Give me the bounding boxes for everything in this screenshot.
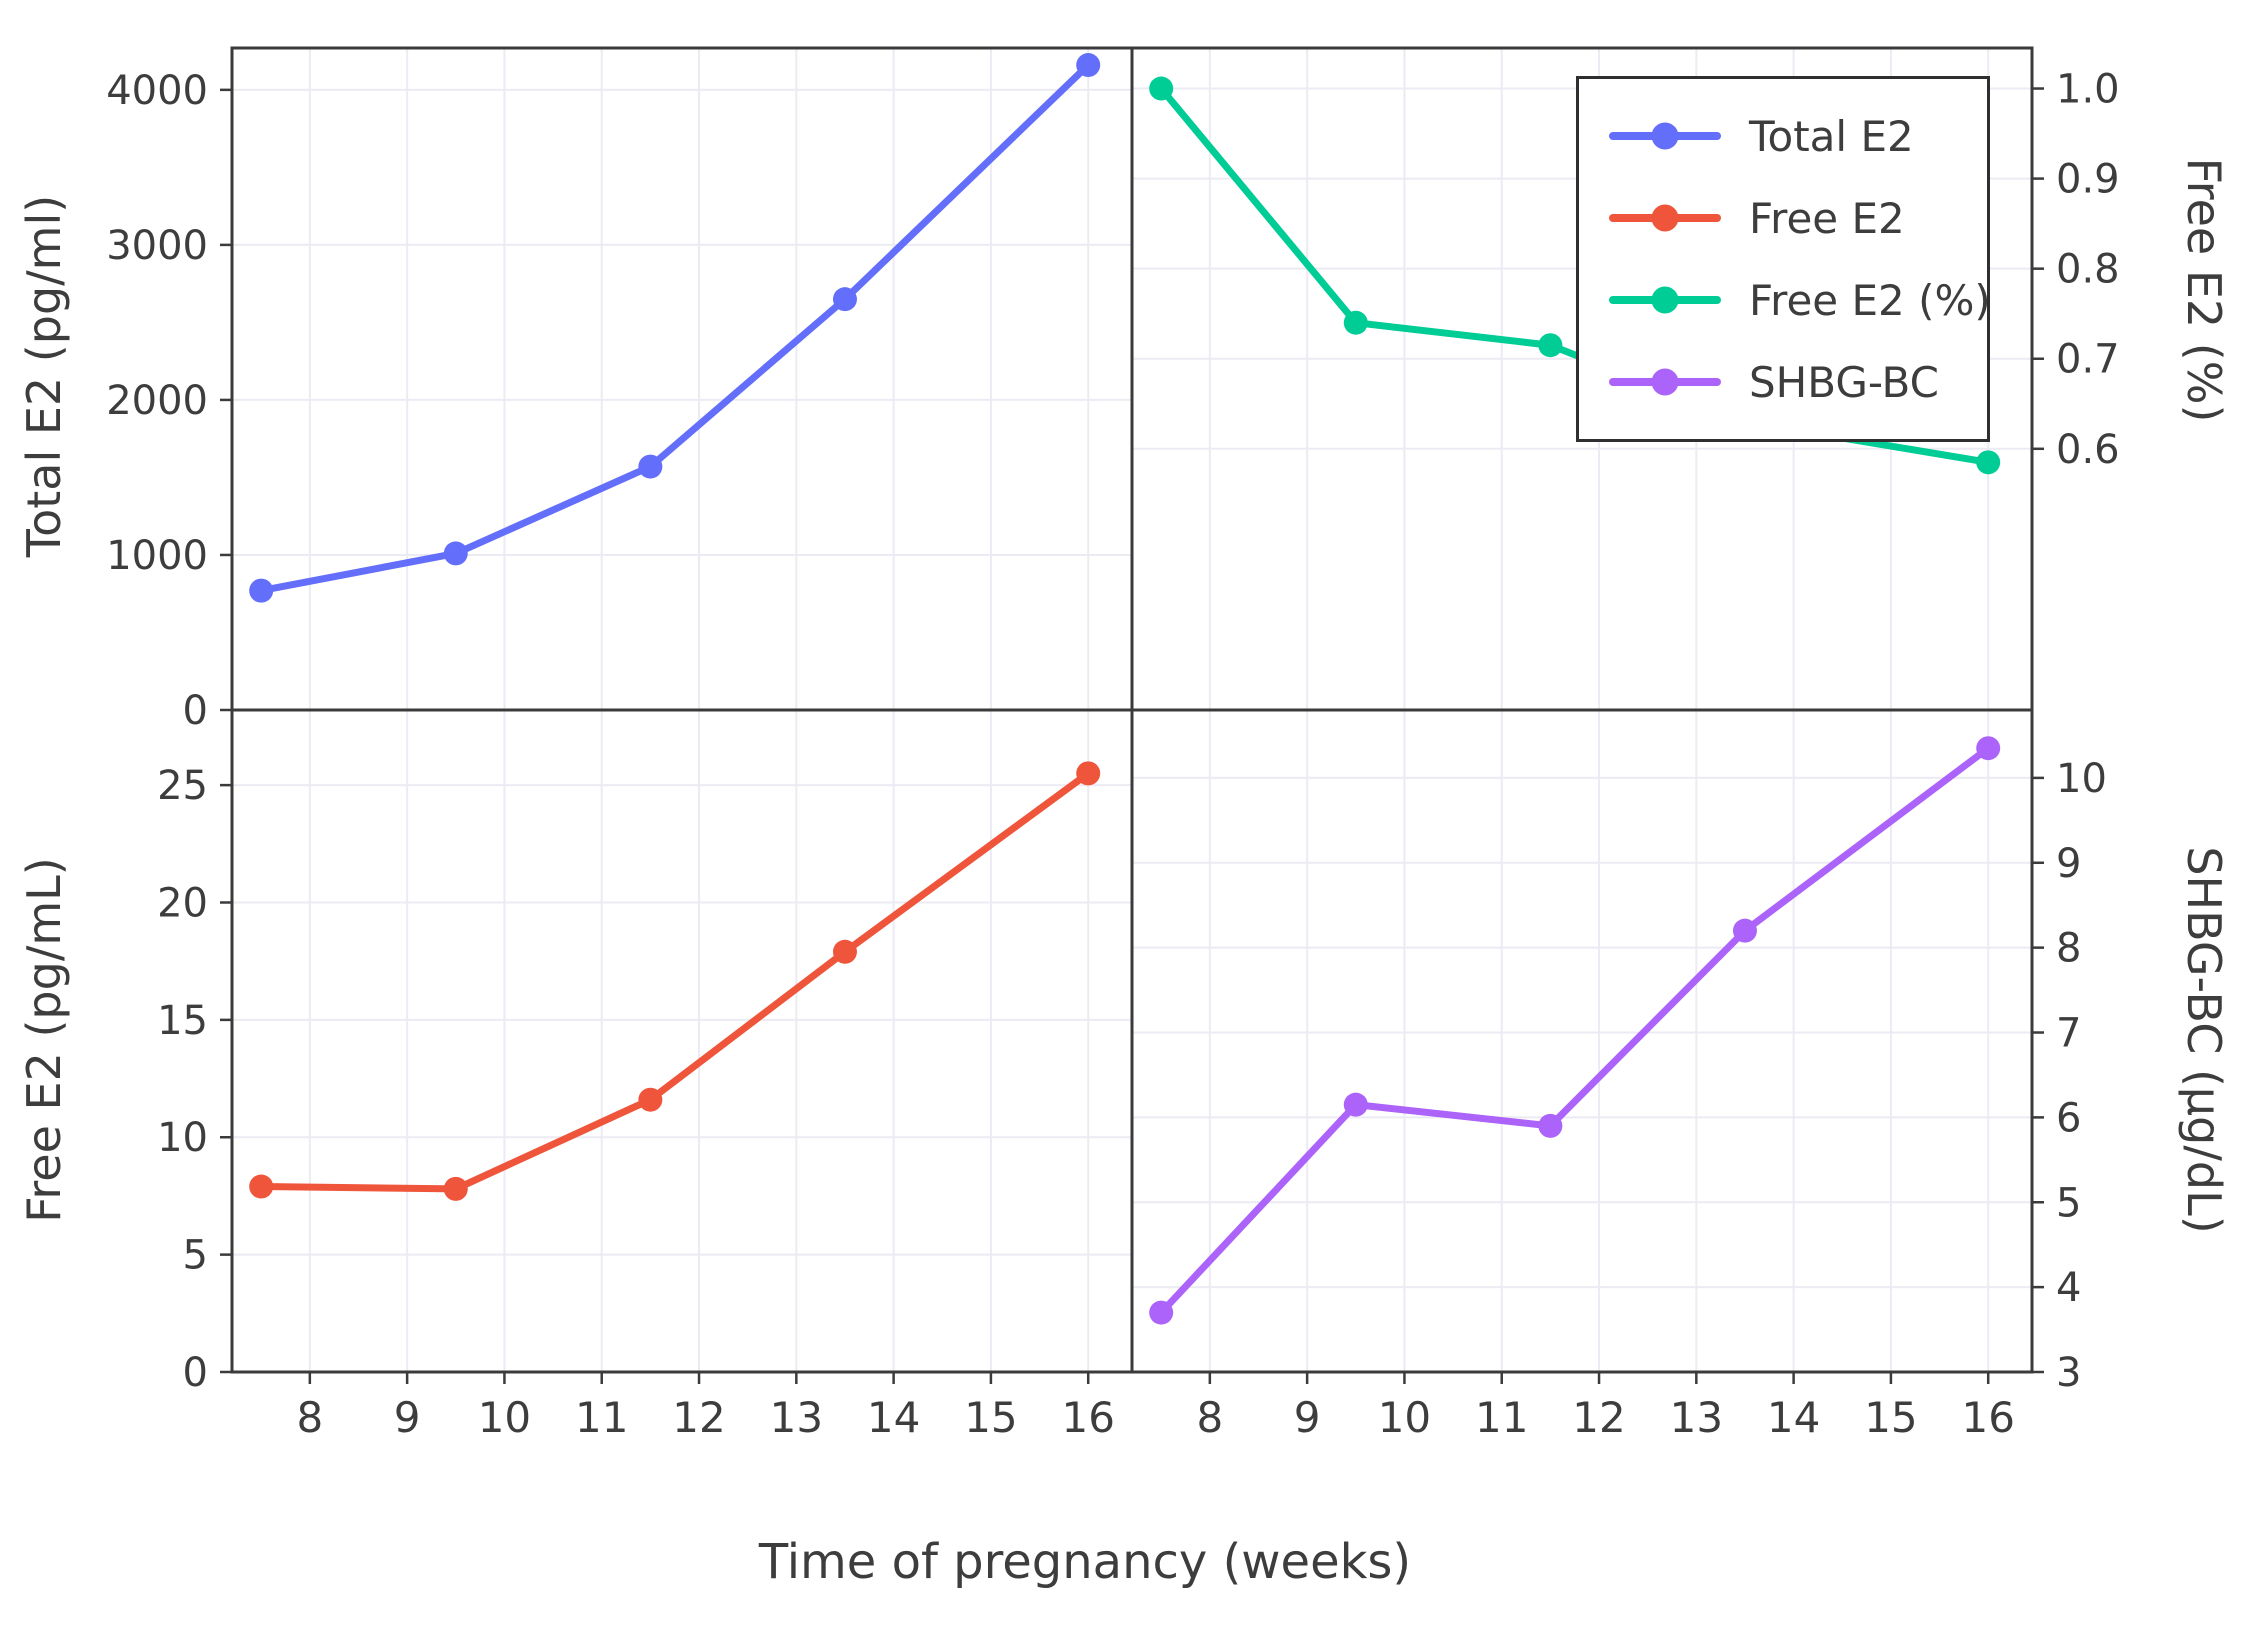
x-tick-label: 14	[867, 1393, 920, 1442]
data-point-free-e2	[1343, 310, 1368, 335]
legend-item-total-e2: Total E2	[1579, 95, 1987, 177]
x-tick-label: 15	[964, 1393, 1017, 1442]
legend-label-free-e2-percent: Free E2 (%)	[1749, 275, 1991, 325]
data-point-shbg-bc	[1976, 736, 2001, 761]
y-tick-label: 2000	[106, 378, 208, 424]
y-tick-label: 3	[2056, 1350, 2081, 1396]
data-point-shbg-bc	[1538, 1113, 1563, 1138]
x-tick-label: 12	[1572, 1393, 1625, 1442]
data-point-free-e2	[638, 1087, 663, 1112]
data-point-free-e2	[832, 939, 857, 964]
y-tick-label: 5	[2056, 1180, 2081, 1226]
y-tick-label: 1.0	[2056, 67, 2120, 113]
legend-line-marker-free-e2	[1609, 204, 1721, 232]
x-tick-label: 14	[1767, 1393, 1820, 1442]
data-point-shbg-bc	[1149, 1300, 1174, 1325]
y-tick-label: 0	[183, 688, 208, 734]
y-tick-label: 0.9	[2056, 157, 2120, 203]
y-tick-label: 25	[157, 763, 208, 809]
data-point-free-e2	[1538, 333, 1563, 358]
x-tick-label: 13	[770, 1393, 823, 1442]
data-point-free-e2	[443, 1176, 468, 1201]
x-tick-label: 11	[1475, 1393, 1528, 1442]
y-tick-label: 6	[2056, 1095, 2081, 1141]
data-point-shbg-bc	[1732, 918, 1757, 943]
x-tick-label: 8	[296, 1393, 323, 1442]
y-tick-label: 4000	[106, 68, 208, 114]
y-tick-label: 0	[183, 1350, 208, 1396]
x-tick-label: 8	[1196, 1393, 1223, 1442]
legend-line-marker-shbg-bc	[1609, 368, 1721, 396]
y-tick-label: 20	[157, 880, 208, 926]
y-tick-label: 9	[2056, 841, 2081, 887]
y-tick-label: 0.8	[2056, 247, 2120, 293]
data-point-total-e2	[443, 541, 468, 566]
x-tick-label: 11	[575, 1393, 628, 1442]
data-point-free-e2	[1076, 761, 1101, 786]
legend-dot-icon	[1651, 204, 1679, 232]
y-tick-label: 4	[2056, 1265, 2081, 1311]
legend-item-shbg-bc: SHBG-BC	[1579, 341, 1987, 423]
legend-label-free-e2: Free E2	[1749, 193, 1905, 243]
y-tick-label: 1000	[106, 533, 208, 579]
legend-line-marker-free-e2-percent	[1609, 286, 1721, 314]
legend-label-shbg-bc: SHBG-BC	[1749, 357, 1939, 407]
y-tick-label: 7	[2056, 1011, 2081, 1057]
y-tick-label: 10	[157, 1115, 208, 1161]
data-point-total-e2	[1076, 53, 1101, 78]
x-tick-label: 15	[1864, 1393, 1917, 1442]
y-tick-label: 5	[183, 1233, 208, 1279]
y-tick-label: 3000	[106, 223, 208, 269]
legend: Total E2 Free E2 Free E2 (%) SHBG-BC	[1576, 76, 1991, 442]
legend-label-total-e2: Total E2	[1749, 111, 1914, 161]
y-tick-label: 0.7	[2056, 337, 2120, 383]
data-point-free-e2	[1976, 450, 2001, 475]
y-tick-label: 10	[2056, 756, 2107, 802]
legend-dot-icon	[1651, 286, 1679, 314]
legend-line-marker-total-e2	[1609, 122, 1721, 150]
x-tick-label: 9	[394, 1393, 421, 1442]
data-point-total-e2	[832, 287, 857, 312]
y-tick-label: 8	[2056, 926, 2081, 972]
data-point-total-e2	[249, 578, 274, 603]
legend-item-free-e2-percent: Free E2 (%)	[1579, 259, 1991, 341]
legend-dot-icon	[1651, 368, 1679, 396]
x-tick-label: 16	[1961, 1393, 2014, 1442]
legend-item-free-e2: Free E2	[1579, 177, 1987, 259]
x-tick-label: 16	[1061, 1393, 1114, 1442]
panel-border-bottom-right	[1130, 708, 2034, 1374]
x-tick-label: 10	[1378, 1393, 1431, 1442]
legend-dot-icon	[1651, 122, 1679, 150]
y-tick-label: 0.6	[2056, 427, 2120, 473]
data-point-shbg-bc	[1343, 1092, 1368, 1117]
y-tick-label: 15	[157, 998, 208, 1044]
x-tick-label: 10	[478, 1393, 531, 1442]
data-point-free-e2	[1149, 76, 1174, 101]
data-point-free-e2	[249, 1174, 274, 1199]
x-tick-label: 9	[1294, 1393, 1321, 1442]
x-tick-label: 13	[1670, 1393, 1723, 1442]
data-point-total-e2	[638, 454, 663, 479]
x-tick-label: 12	[672, 1393, 725, 1442]
